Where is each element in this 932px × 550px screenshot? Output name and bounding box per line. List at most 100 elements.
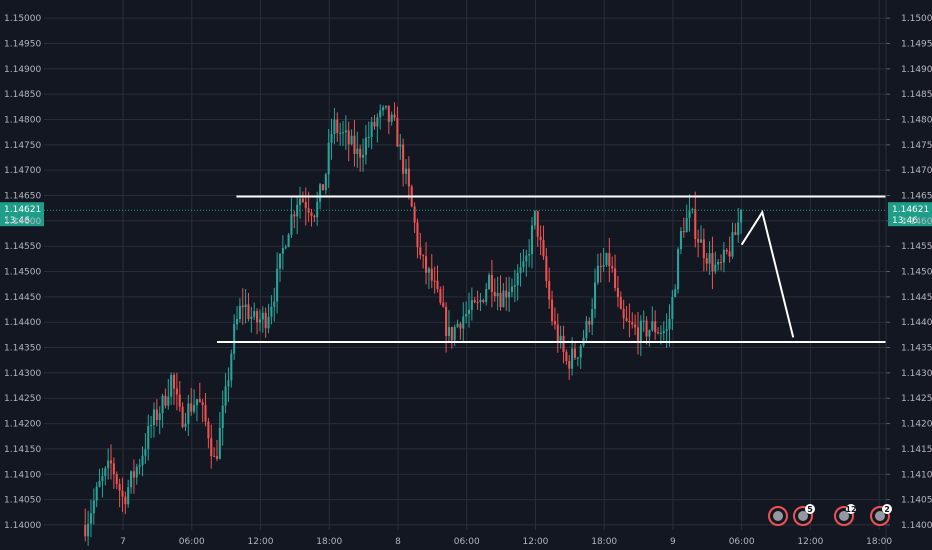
price-tick-label-right: 1.14300 bbox=[901, 369, 932, 379]
candle-up bbox=[127, 487, 130, 505]
candle-up bbox=[519, 267, 522, 274]
candle-down bbox=[442, 302, 445, 307]
candle-down bbox=[490, 274, 493, 293]
grid-lines bbox=[44, 0, 886, 530]
candle-up bbox=[95, 486, 98, 501]
gear-icon[interactable] bbox=[768, 506, 788, 526]
time-axis[interactable]: 7 06:00 12:00 18:00 8 06:00 12:00 18:00 9 06:00 12… bbox=[120, 537, 892, 547]
candle-up bbox=[528, 254, 531, 256]
candle-up bbox=[287, 234, 290, 248]
candle-up bbox=[130, 471, 133, 488]
candle-down bbox=[622, 308, 625, 319]
time-tick-label: 12:00 bbox=[248, 537, 274, 547]
candle-down bbox=[599, 265, 602, 267]
flag-icon[interactable]: 2 bbox=[870, 504, 892, 526]
candle-down bbox=[616, 287, 619, 297]
trend-drawings[interactable] bbox=[216, 195, 886, 343]
flag-icon[interactable]: 12 bbox=[834, 504, 857, 526]
price-tick-label-left: 1.14100 bbox=[4, 470, 41, 480]
candle-down bbox=[336, 119, 339, 134]
left-price-axis[interactable]: 1.15000 1.14950 1.14900 1.14850 1.14800 1.147… bbox=[4, 14, 41, 531]
candle-up bbox=[399, 144, 402, 147]
candle-down bbox=[373, 121, 376, 127]
price-tick-label-right: 1.14000 bbox=[901, 521, 932, 531]
price-tick-label-left: 1.14650 bbox=[4, 192, 41, 202]
candle-down bbox=[181, 406, 184, 427]
candle-down bbox=[164, 395, 167, 406]
candle-up bbox=[722, 249, 725, 263]
price-tick-label-right: 1.14750 bbox=[901, 141, 932, 151]
time-tick-label: 8 bbox=[395, 537, 401, 547]
current-price-label-right bbox=[888, 202, 932, 227]
candle-down bbox=[562, 335, 565, 353]
candle-up bbox=[267, 316, 270, 329]
candle-down bbox=[725, 249, 728, 252]
price-tick-label-right: 1.14250 bbox=[901, 394, 932, 404]
candle-up bbox=[591, 309, 594, 325]
candle-down bbox=[201, 402, 204, 406]
candle-up bbox=[479, 299, 482, 303]
candle-down bbox=[553, 321, 556, 325]
candle-up bbox=[708, 253, 711, 264]
candle-up bbox=[316, 201, 319, 218]
right-price-axis[interactable]: 1.15000 1.14950 1.14900 1.14850 1.14800 1.147… bbox=[885, 0, 932, 550]
candle-up bbox=[141, 455, 144, 466]
time-tick-label: 18:00 bbox=[316, 537, 342, 547]
candle-down bbox=[433, 280, 436, 282]
time-tick-label: 06:00 bbox=[729, 537, 755, 547]
event-badge-count: 2 bbox=[884, 505, 890, 514]
candle-down bbox=[213, 456, 216, 458]
price-tick-label-left: 1.14850 bbox=[4, 90, 41, 100]
candle-up bbox=[299, 198, 302, 205]
price-tick-label-right: 1.14350 bbox=[901, 344, 932, 354]
candle-up bbox=[376, 117, 379, 127]
candle-down bbox=[493, 292, 496, 297]
candle-down bbox=[614, 268, 617, 288]
candle-up bbox=[671, 297, 674, 320]
candle-up bbox=[605, 253, 608, 266]
candle-up bbox=[677, 249, 680, 290]
candle-up bbox=[278, 253, 282, 269]
projection-polyline[interactable] bbox=[740, 209, 795, 338]
time-tick-label: 18:00 bbox=[591, 537, 617, 547]
candle-down bbox=[439, 289, 442, 303]
time-tick-label: 9 bbox=[670, 537, 676, 547]
candle-up bbox=[731, 232, 734, 257]
flag-icon[interactable]: 5 bbox=[793, 504, 815, 526]
candle-down bbox=[636, 327, 640, 343]
candle-up bbox=[384, 105, 387, 108]
candle-up bbox=[230, 353, 233, 381]
price-tick-label-left: 1.14000 bbox=[4, 521, 41, 531]
candle-up bbox=[235, 319, 239, 325]
price-tick-label-left: 1.14300 bbox=[4, 369, 41, 379]
candle-up bbox=[87, 523, 90, 537]
candle-down bbox=[573, 348, 577, 358]
candle-down bbox=[207, 421, 210, 439]
candle-up bbox=[296, 204, 299, 217]
candle-up bbox=[193, 405, 196, 412]
event-badges[interactable]: 5 12 2 bbox=[768, 504, 892, 526]
candle-up bbox=[462, 316, 465, 329]
candle-down bbox=[118, 483, 121, 491]
candle-up bbox=[284, 247, 287, 249]
candle-down bbox=[84, 524, 87, 537]
candle-down bbox=[155, 409, 158, 421]
candle-down bbox=[697, 238, 700, 243]
candle-down bbox=[359, 148, 362, 158]
price-tick-label-right: 1.14150 bbox=[901, 445, 932, 455]
candle-up bbox=[144, 449, 147, 456]
candle-up bbox=[370, 121, 373, 138]
candle-up bbox=[221, 405, 224, 428]
candle-up bbox=[488, 274, 491, 290]
candle-up bbox=[104, 468, 107, 477]
candle-down bbox=[539, 236, 542, 241]
price-tick-label-right: 1.14500 bbox=[901, 268, 932, 278]
candle-up bbox=[502, 290, 505, 307]
candle-up bbox=[258, 319, 261, 323]
candle-down bbox=[109, 460, 113, 464]
candle-up bbox=[576, 357, 579, 359]
candle-up bbox=[290, 214, 293, 235]
candle-up bbox=[233, 324, 236, 354]
candle-down bbox=[542, 240, 545, 257]
